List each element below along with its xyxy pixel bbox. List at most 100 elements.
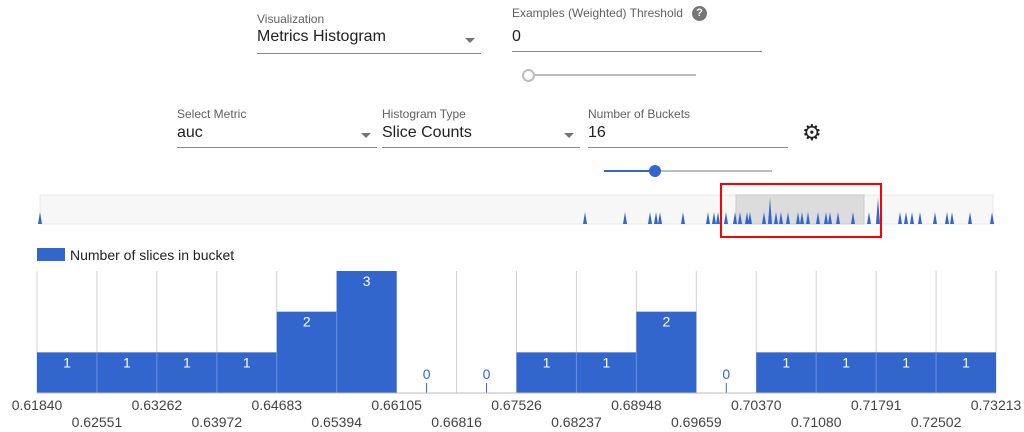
- select-metric-value: auc: [177, 124, 203, 141]
- num-buckets-label: Number of Buckets: [588, 107, 691, 121]
- overview-spike: [768, 198, 772, 224]
- threshold-input[interactable]: 0: [512, 28, 762, 52]
- gear-icon[interactable]: ⚙: [802, 120, 822, 145]
- histogram-bar: [756, 352, 817, 393]
- dropdown-caret-icon: [465, 38, 475, 43]
- overview-spike: [583, 212, 587, 224]
- histogram-bar: [876, 352, 937, 393]
- overview-spike: [779, 212, 783, 224]
- x-tick-label: 0.72502: [910, 414, 962, 430]
- histogram-bar: [216, 352, 277, 393]
- overview-spike: [658, 212, 662, 224]
- threshold-value: 0: [512, 28, 521, 45]
- x-tick-label: 0.69659: [671, 414, 722, 430]
- overview-spike: [950, 212, 954, 224]
- num-buckets-input[interactable]: 16: [588, 124, 788, 148]
- histogram-bar: [816, 352, 877, 393]
- overview-spike: [745, 212, 749, 224]
- bar-value-label: 1: [243, 354, 251, 370]
- num-buckets-value: 16: [588, 124, 606, 141]
- overview-spike: [796, 212, 800, 224]
- x-tick-label: 0.68237: [551, 414, 602, 430]
- threshold-slider-track[interactable]: [528, 74, 696, 76]
- bar-value-label: 1: [123, 354, 131, 370]
- overview-spike: [800, 212, 804, 224]
- overview-spike: [786, 212, 790, 224]
- visualization-select[interactable]: Metrics Histogram: [257, 28, 481, 54]
- histogram-bar: [96, 352, 157, 393]
- help-icon[interactable]: ?: [692, 6, 707, 21]
- bar-value-label: 1: [183, 354, 191, 370]
- bar-value-label: 0: [483, 366, 491, 382]
- overview-spike: [706, 212, 710, 224]
- bar-value-label: 1: [902, 354, 910, 370]
- dropdown-caret-icon: [564, 133, 574, 138]
- overview-spike: [876, 198, 880, 224]
- overview-spike: [724, 212, 728, 224]
- overview-spike: [681, 212, 685, 224]
- bar-value-label: 1: [782, 354, 790, 370]
- buckets-slider-knob[interactable]: [649, 165, 661, 177]
- x-tick-label: 0.68948: [611, 397, 662, 413]
- overview-spike: [654, 212, 658, 224]
- histogram-bar: [336, 271, 397, 393]
- overview-spike: [851, 212, 855, 224]
- legend-swatch: [37, 248, 65, 261]
- buckets-slider-track[interactable]: [604, 170, 772, 172]
- overview-spike: [824, 212, 828, 224]
- overview-spike: [828, 212, 832, 224]
- x-tick-label: 0.66105: [371, 397, 422, 413]
- bar-value-label: 0: [423, 366, 431, 382]
- overview-spike: [774, 212, 778, 224]
- overview-spike: [806, 212, 810, 224]
- histogram-bar: [516, 352, 577, 393]
- overview-spike: [648, 212, 652, 224]
- overview-brush-selection: [735, 194, 865, 225]
- bar-value-label: 2: [662, 314, 670, 330]
- bar-value-label: 1: [63, 354, 71, 370]
- select-metric-dropdown[interactable]: auc: [177, 124, 377, 148]
- x-tick-label: 0.63972: [191, 414, 243, 430]
- overview-spike: [623, 212, 627, 224]
- x-tick-label: 0.71080: [790, 414, 842, 430]
- select-metric-label: Select Metric: [177, 107, 247, 121]
- overview-spike: [904, 212, 908, 224]
- histogram-type-dropdown[interactable]: Slice Counts: [382, 124, 580, 148]
- x-tick-label: 0.65394: [311, 414, 362, 430]
- x-tick-label: 0.64683: [251, 397, 303, 413]
- bar-value-label: 1: [543, 354, 551, 370]
- overview-spike: [716, 212, 720, 224]
- overview-spike: [748, 212, 752, 224]
- visualization-value: Metrics Histogram: [257, 28, 386, 45]
- overview-spike: [867, 212, 871, 224]
- bar-value-label: 0: [722, 366, 730, 382]
- bar-value-label: 1: [842, 354, 850, 370]
- overview-spike: [836, 212, 840, 224]
- overview-spike: [816, 212, 820, 224]
- overview-spike: [910, 212, 914, 224]
- x-tick-label: 0.62551: [71, 414, 123, 430]
- overview-spike: [38, 212, 42, 224]
- threshold-label: Examples (Weighted) Threshold: [512, 6, 683, 20]
- histogram-bar: [576, 352, 637, 393]
- overview-spike: [762, 212, 766, 224]
- x-tick-label: 0.67526: [491, 397, 542, 413]
- highlight-box: [720, 183, 882, 238]
- x-tick-label: 0.70370: [730, 397, 782, 413]
- overview-brush-chart[interactable]: [0, 180, 1024, 240]
- buckets-slider-fill: [604, 170, 655, 172]
- bar-value-label: 2: [303, 314, 311, 330]
- legend-label: Number of slices in bucket: [70, 247, 235, 263]
- histogram-type-value: Slice Counts: [382, 124, 472, 141]
- histogram-bar: [156, 352, 217, 393]
- histogram-bar: [276, 311, 337, 393]
- overview-spike: [733, 212, 737, 224]
- x-tick-label: 0.73213: [970, 397, 1022, 413]
- overview-spike: [918, 212, 922, 224]
- x-tick-label: 0.71791: [850, 397, 902, 413]
- overview-spike: [968, 212, 972, 224]
- bar-value-label: 1: [962, 354, 970, 370]
- threshold-slider-knob[interactable]: [522, 69, 535, 82]
- histogram-bar: [37, 352, 97, 393]
